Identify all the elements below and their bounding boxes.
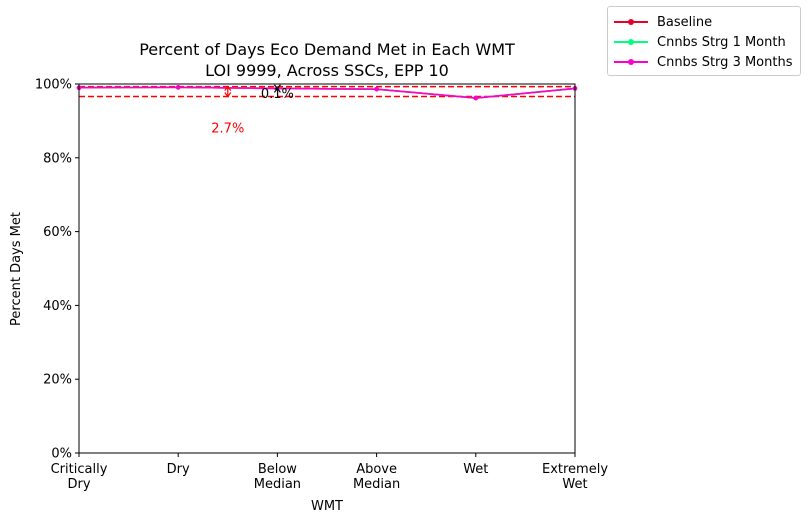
legend-swatch-cnnbs-strg-1-month (614, 37, 648, 47)
legend-item-cnnbs-strg-1-month: Cnnbs Strg 1 Month (614, 32, 794, 52)
y-tick-label-4: 60% (43, 225, 72, 240)
y-tick-label-5: 80% (43, 151, 72, 166)
legend-label-baseline: Baseline (657, 14, 713, 30)
annotation-arrowhead-bottom-2 (273, 84, 281, 90)
x-tick-label-2: Dry (167, 462, 190, 477)
series-line-3 (78, 86, 576, 99)
legend-swatch-cnnbs-strg-3-months (614, 57, 648, 67)
legend-swatch-baseline (614, 17, 648, 27)
annotation-label-2: 0.1% (261, 87, 294, 102)
x-tick-label-5: Wet (463, 462, 488, 477)
annotation-label-1: 2.7% (211, 122, 244, 137)
legend-label-cnnbs-strg-1-month: Cnnbs Strg 1 Month (657, 34, 786, 50)
chart-subtitle: LOI 9999, Across SSCs, EPP 10 (205, 61, 449, 80)
legend-item-cnnbs-strg-3-months: Cnnbs Strg 3 Months (614, 52, 794, 72)
x-tick-label-6: Extremely Wet (542, 462, 608, 492)
legend-item-baseline: Baseline (614, 12, 794, 32)
x-tick-label-4: Above Median (353, 462, 400, 492)
series-3-point-2 (175, 85, 181, 90)
y-axis-label: Percent Days Met (9, 212, 24, 326)
annotation-arrowhead-bottom-1 (224, 92, 232, 98)
series-3-point-4 (374, 86, 379, 92)
plot-area: 2.7% 0.1% 0% 20% 40% 60% 80% 100% Critically Dry D… (35, 78, 608, 493)
x-axis-label: WMT (311, 499, 343, 514)
x-tick-label-1: Critically Dry (51, 462, 108, 492)
y-tick-label-6: 100% (35, 78, 72, 93)
y-tick-label-2: 20% (43, 373, 72, 388)
annotation-arrowhead-top-1 (224, 85, 232, 91)
x-tick-label-3: Below Median (254, 462, 301, 492)
series-3-point-5 (473, 95, 479, 101)
chart-title: Percent of Days Eco Demand Met in Each W… (139, 40, 515, 59)
legend: Baseline Cnnbs Strg 1 Month Cnnbs Strg 3… (607, 6, 801, 76)
legend-label-cnnbs-strg-3-months: Cnnbs Strg 3 Months (657, 54, 793, 70)
y-tick-label-1: 0% (51, 447, 72, 462)
plot-frame (78, 83, 576, 454)
y-tick-label-3: 40% (43, 299, 72, 314)
